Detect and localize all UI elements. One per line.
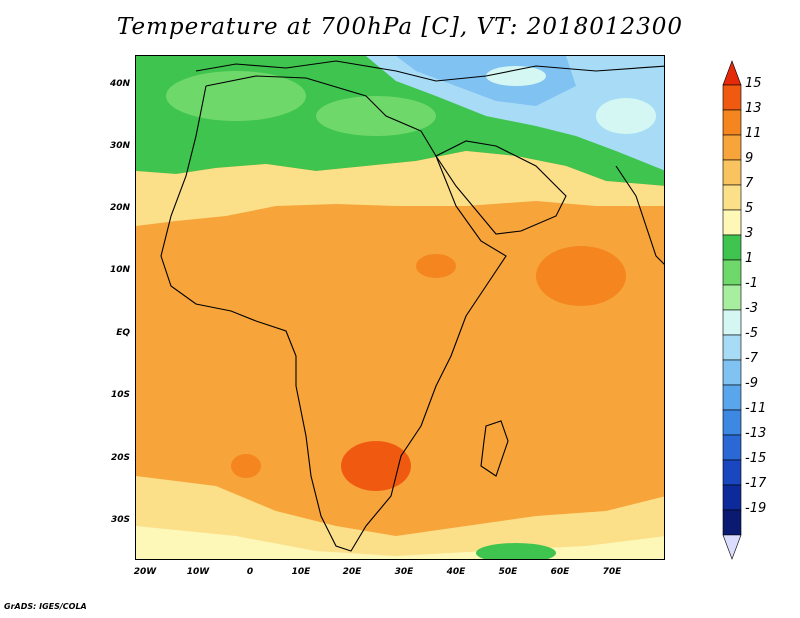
lat-label: 10S bbox=[110, 390, 130, 400]
colorbar-label: -13 bbox=[745, 426, 767, 441]
map-title: Temperature at 700hPa [C], VT: 201801230… bbox=[116, 14, 684, 40]
arabia-coastline bbox=[435, 140, 567, 235]
colorbar-label: -15 bbox=[745, 451, 767, 466]
colorbar-swatch bbox=[722, 409, 742, 436]
colorbar-label: 13 bbox=[745, 101, 762, 116]
colorbar-swatch bbox=[722, 109, 742, 136]
colorbar-swatch bbox=[722, 84, 742, 111]
pale-band-south bbox=[136, 476, 664, 559]
colorbar-label: -7 bbox=[745, 351, 758, 366]
lat-label: 30N bbox=[109, 141, 130, 151]
lon-label: 20E bbox=[342, 567, 362, 577]
colorbar-swatch bbox=[722, 534, 742, 560]
colorbar-label: 7 bbox=[745, 176, 754, 191]
very-cold-patch bbox=[596, 98, 656, 134]
pale-band-north bbox=[136, 151, 664, 226]
hot-spot-ethiopia bbox=[416, 254, 456, 278]
lon-label: 40E bbox=[446, 567, 466, 577]
colorbar-label: -3 bbox=[745, 301, 758, 316]
lon-label: 50E bbox=[498, 567, 518, 577]
lon-label: 30E bbox=[394, 567, 414, 577]
colorbar-label: -11 bbox=[745, 401, 767, 416]
lon-label: 20W bbox=[133, 567, 157, 577]
colorbar-swatch bbox=[722, 60, 742, 86]
lat-label: 40N bbox=[109, 79, 130, 89]
colorbar-label: 1 bbox=[745, 251, 754, 266]
colorbar-label: 11 bbox=[745, 126, 762, 141]
colorbar-swatch bbox=[722, 384, 742, 411]
colorbar-swatch bbox=[722, 209, 742, 236]
grads-credit: GrADS: IGES/COLA bbox=[4, 602, 87, 611]
green-patch-south bbox=[476, 543, 556, 559]
colorbar-swatch bbox=[722, 509, 742, 536]
lat-label: 10N bbox=[109, 265, 130, 275]
colorbar-label: -17 bbox=[745, 476, 767, 491]
colorbar-swatch bbox=[722, 434, 742, 461]
cold-region bbox=[366, 56, 664, 171]
lat-label: 20S bbox=[110, 453, 130, 463]
colorbar-swatch bbox=[722, 259, 742, 286]
green-patch bbox=[166, 71, 306, 121]
colorbar-swatch bbox=[722, 459, 742, 486]
colorbar-swatch bbox=[722, 309, 742, 336]
colorbar-label: 5 bbox=[745, 201, 754, 216]
temperature-map[interactable] bbox=[135, 55, 665, 560]
colorbar-swatch bbox=[722, 359, 742, 386]
colorbar-swatch bbox=[722, 184, 742, 211]
europe-coastline bbox=[195, 60, 664, 82]
lon-label: 10W bbox=[186, 567, 210, 577]
india-coastline bbox=[615, 165, 664, 265]
very-cold-patch bbox=[486, 66, 546, 86]
colorbar-label: -9 bbox=[745, 376, 758, 391]
colorbar bbox=[722, 60, 742, 560]
lat-label: 20N bbox=[109, 203, 130, 213]
green-patch bbox=[316, 96, 436, 136]
colorbar-swatch bbox=[722, 234, 742, 261]
colorbar-swatch bbox=[722, 284, 742, 311]
madagascar-coastline bbox=[480, 420, 509, 477]
colorbar-swatch bbox=[722, 484, 742, 511]
hot-spot-arabian-sea bbox=[536, 246, 626, 306]
colorbar-swatch bbox=[722, 134, 742, 161]
colorbar-label: -5 bbox=[745, 326, 758, 341]
lon-label: 70E bbox=[602, 567, 622, 577]
colorbar-label: -1 bbox=[745, 276, 758, 291]
hot-spot-southern-africa bbox=[341, 441, 411, 491]
lat-label: EQ bbox=[116, 328, 130, 338]
colorbar-label: 15 bbox=[745, 76, 762, 91]
colorbar-swatch bbox=[722, 334, 742, 361]
colorbar-label: -19 bbox=[745, 501, 767, 516]
colorbar-swatch bbox=[722, 159, 742, 186]
hot-spot-atlantic bbox=[231, 454, 261, 478]
africa-coastline bbox=[160, 75, 507, 552]
colorbar-label: 3 bbox=[745, 226, 754, 241]
lon-label: 60E bbox=[550, 567, 570, 577]
lon-label: 10E bbox=[291, 567, 311, 577]
lat-label: 30S bbox=[110, 515, 130, 525]
colorbar-label: 9 bbox=[745, 151, 754, 166]
lon-label: 0 bbox=[246, 567, 254, 577]
